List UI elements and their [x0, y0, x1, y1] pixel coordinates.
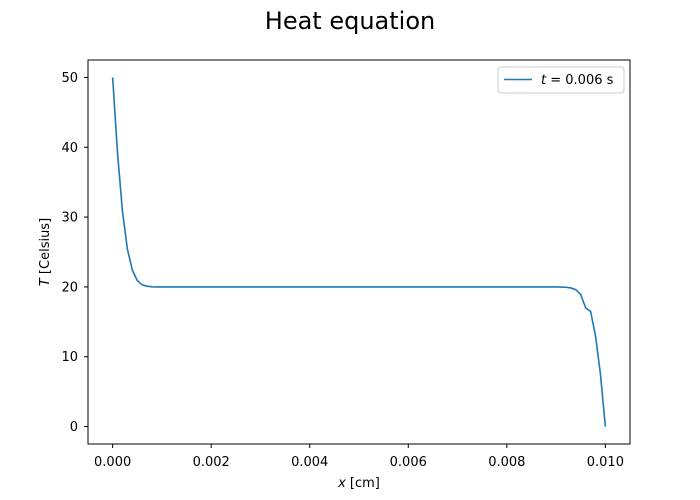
series-line — [111, 77, 607, 427]
y-tick-label: 10 — [61, 350, 78, 365]
legend-label: t = 0.006 s — [541, 73, 614, 88]
y-axis: 0 10 20 30 40 50 — [61, 71, 88, 435]
x-axis-label: x [cm] — [337, 476, 380, 491]
plot-area — [87, 59, 631, 445]
y-axis-label-unit: [Celsius] — [38, 218, 53, 278]
x-tick-label: 0.002 — [193, 455, 230, 470]
y-tick-label: 50 — [61, 71, 78, 86]
x-tick-label: 0.000 — [94, 455, 131, 470]
x-axis: 0.000 0.002 0.004 0.006 0.008 0.010 — [94, 444, 624, 470]
x-tick-label: 0.006 — [390, 455, 427, 470]
y-tick-label: 20 — [61, 280, 78, 295]
x-axis-label-unit: [cm] — [346, 476, 380, 491]
plot-frame — [87, 59, 631, 445]
y-tick-label: 40 — [61, 141, 78, 156]
x-tick-label: 0.008 — [488, 455, 525, 470]
x-tick-label: 0.010 — [587, 455, 624, 470]
legend-label-rest: = 0.006 s — [546, 73, 614, 88]
chart-title: Heat equation — [265, 7, 435, 35]
legend-label-var: t — [541, 73, 547, 88]
y-tick-label: 30 — [61, 211, 78, 226]
y-tick-label: 0 — [70, 420, 78, 435]
x-axis-label-var: x — [337, 476, 346, 491]
y-axis-label: T [Celsius] — [38, 218, 53, 286]
y-axis-label-var: T — [38, 277, 53, 286]
legend: t = 0.006 s — [497, 66, 625, 94]
x-tick-label: 0.004 — [291, 455, 328, 470]
legend-box — [497, 66, 625, 94]
